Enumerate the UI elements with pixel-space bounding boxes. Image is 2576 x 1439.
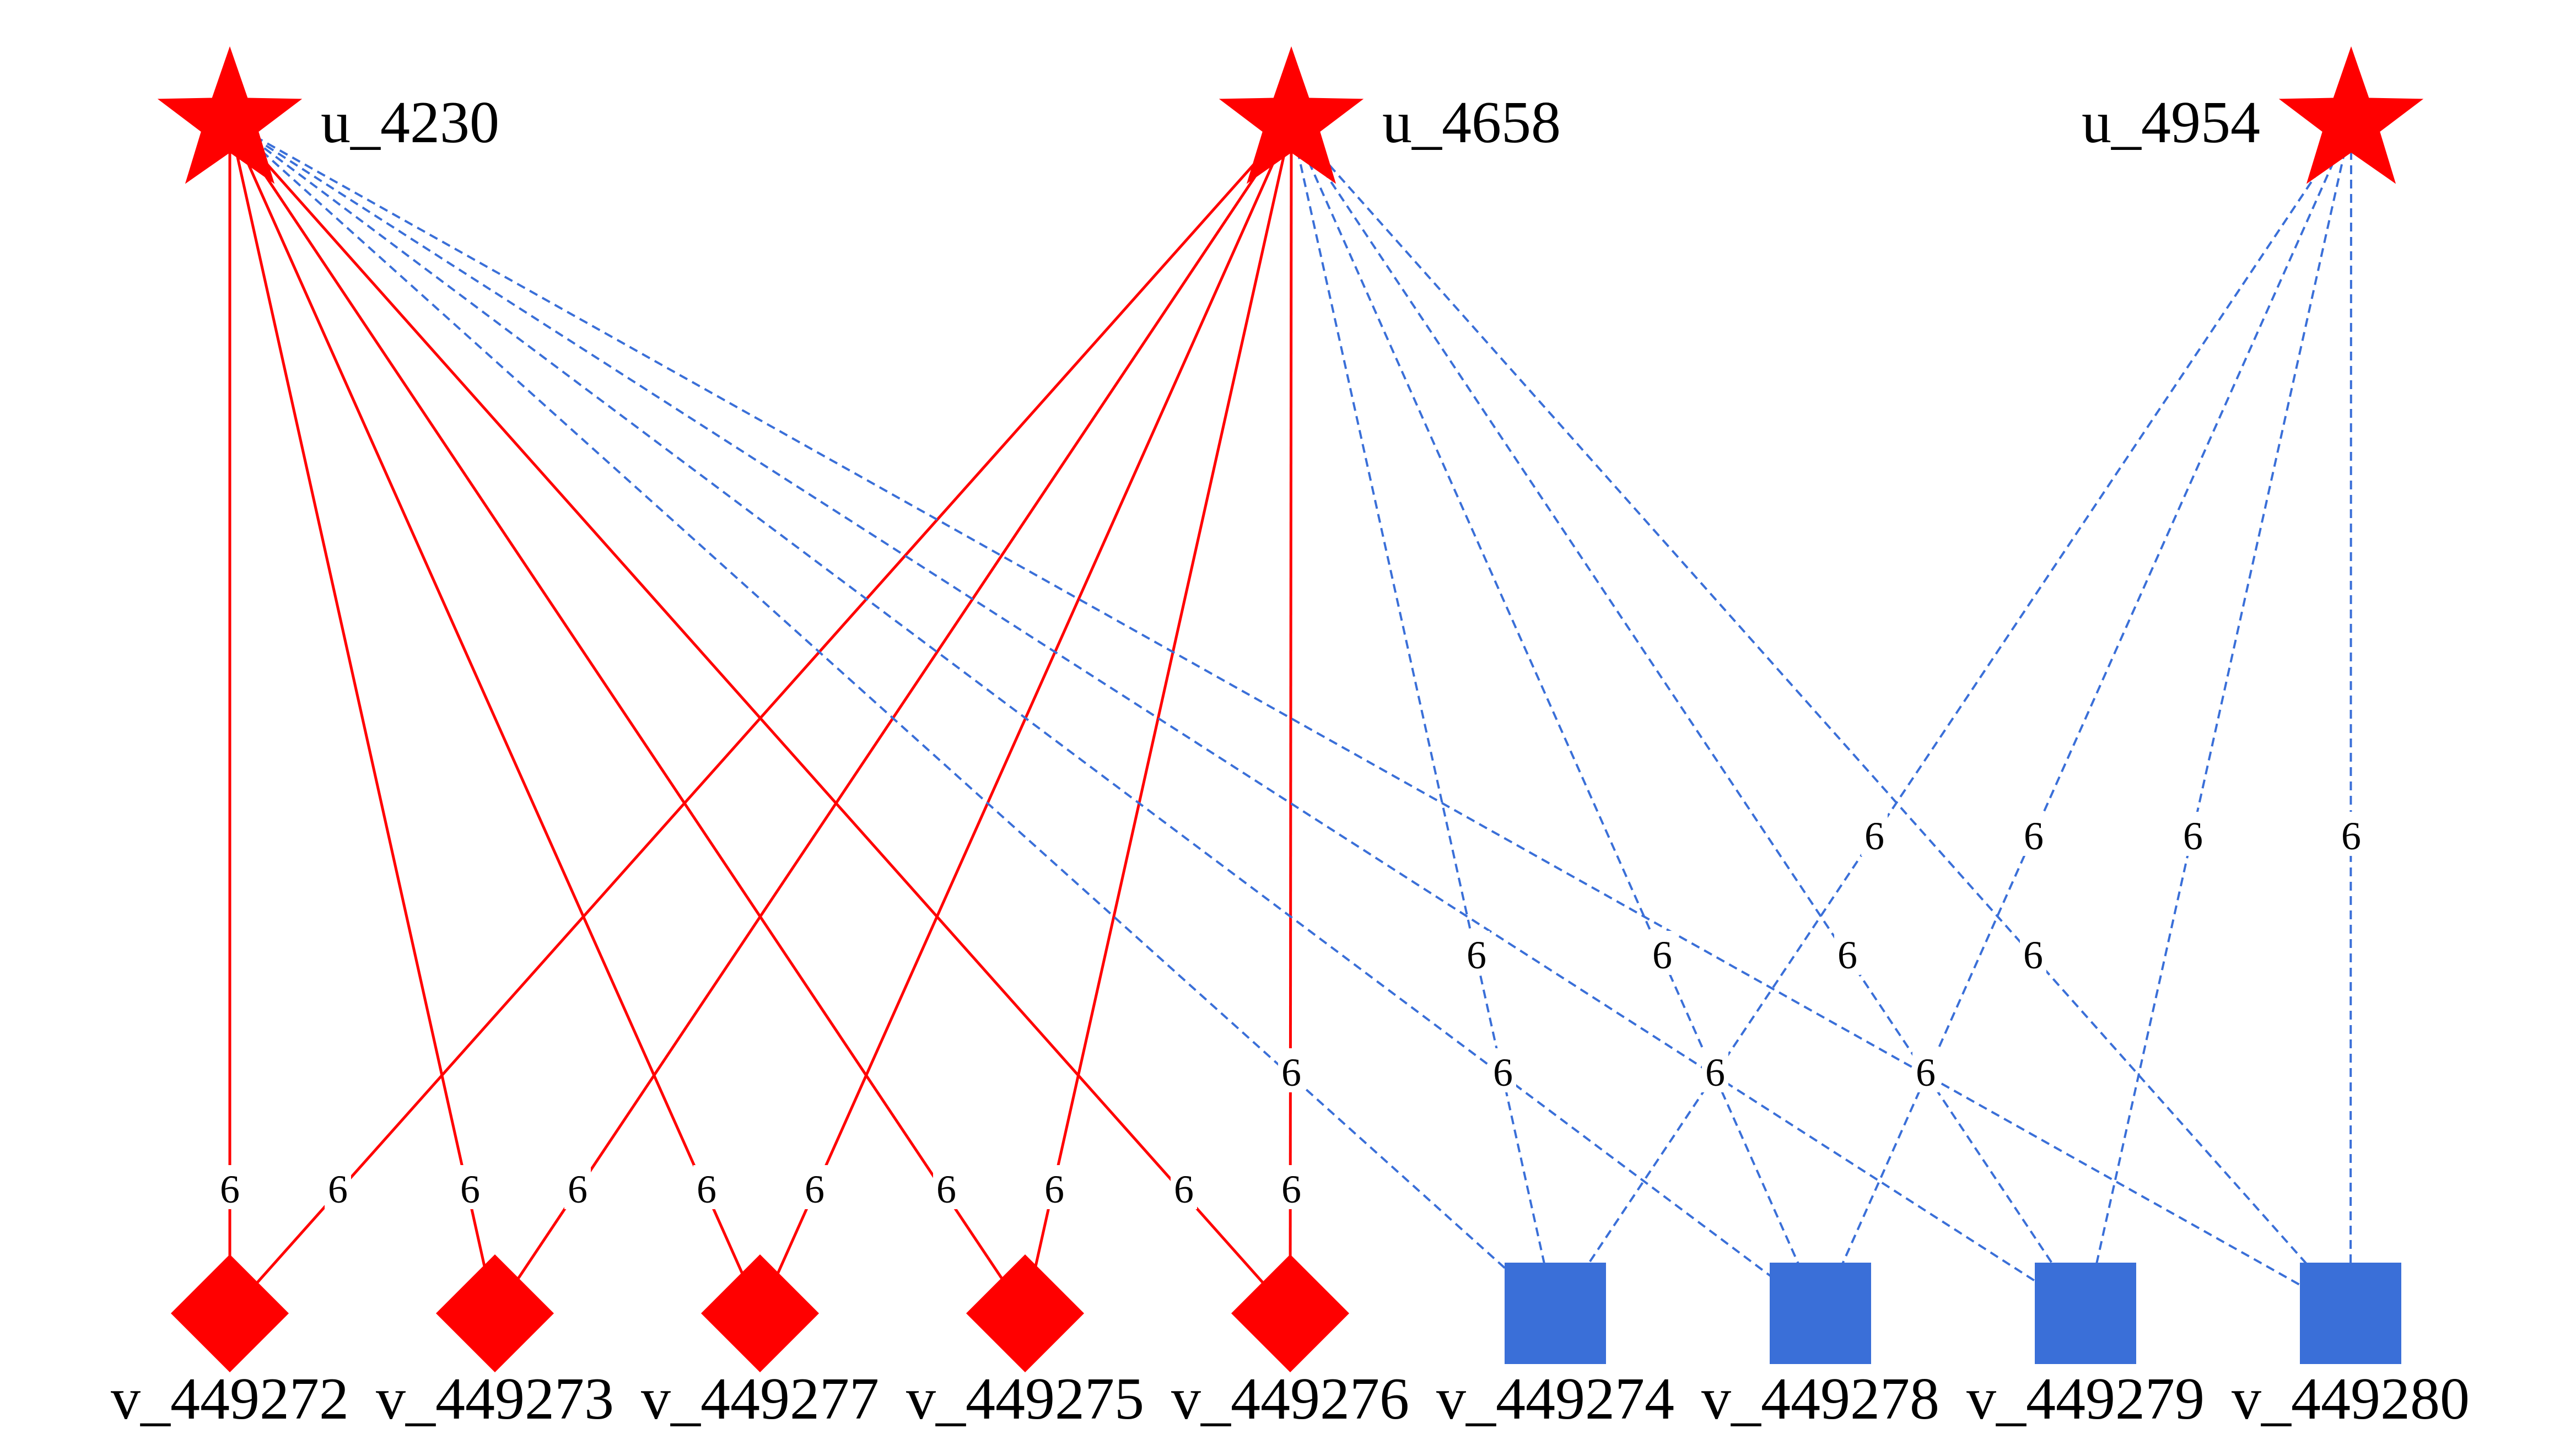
edge-u_4954-v_449278 <box>1819 122 2352 1314</box>
edge-weight-label: 6 <box>2341 814 2361 858</box>
edge-label-bg <box>1278 1048 1305 1092</box>
edge-u_4230-v_449273 <box>228 122 497 1314</box>
edge-u_4658-v_449275 <box>1023 122 1293 1314</box>
item-node-diamond-icon[interactable] <box>436 1254 554 1372</box>
edges-layer <box>228 121 2352 1314</box>
edge-u_4230-v_449280 <box>229 121 2351 1314</box>
user-node-star-icon[interactable] <box>157 46 303 184</box>
user-node-label: u_4230 <box>321 90 499 155</box>
edge-label-bg <box>1463 931 1490 975</box>
edge-label-bg <box>693 1165 720 1209</box>
edge-weight-label: 6 <box>1174 1167 1194 1211</box>
edge-label-bg <box>1649 931 1675 975</box>
item-node-label: v_449275 <box>906 1366 1144 1432</box>
edge-label-bg <box>1278 1165 1305 1209</box>
edge-u_4230-v_449274 <box>229 121 1556 1314</box>
edge-label-bg <box>933 1165 960 1209</box>
edge-label-bg <box>2180 812 2206 856</box>
edge-weight-label: 6 <box>1044 1167 1064 1211</box>
edge-u_4658-v_449276 <box>1289 122 1293 1314</box>
edge-weight-label: 6 <box>1281 1050 1301 1095</box>
edge-label-bg <box>1490 1048 1516 1092</box>
edge-weight-label: 6 <box>805 1167 824 1211</box>
edge-weight-label: 6 <box>697 1167 716 1211</box>
edge-weight-label: 6 <box>328 1167 348 1211</box>
edge-u_4658-v_449280 <box>1290 121 2352 1314</box>
user-node-star-icon[interactable] <box>1219 46 1364 184</box>
edge-weight-label: 6 <box>568 1167 588 1211</box>
item-node-label: v_449278 <box>1701 1366 1939 1432</box>
edge-weight-label: 6 <box>1281 1167 1301 1211</box>
edge-label-bg <box>1171 1165 1197 1209</box>
edge-labels-layer: 6 6 6 6 6 6 6 6 6 6 6 6 6 6 6 6 6 6 6 6 6 6 <box>217 812 2364 1211</box>
edge-label-bg <box>2020 931 2046 975</box>
edge-label-bg <box>2338 812 2364 856</box>
edge-weight-label: 6 <box>460 1167 480 1211</box>
edge-weight-label: 6 <box>2024 814 2044 858</box>
item-node-label: v_449277 <box>641 1366 879 1432</box>
edge-u_4954-v_449279 <box>2084 122 2352 1314</box>
edge-label-bg <box>217 1165 243 1209</box>
item-node-label: v_449272 <box>111 1366 349 1432</box>
edge-label-bg <box>1834 931 1861 975</box>
item-node-square-icon[interactable] <box>2300 1263 2401 1364</box>
nodes-layer: u_4230 u_4658 u_4954 v_449272 v_449273 v_4492… <box>111 46 2470 1432</box>
edge-weight-label: 6 <box>1467 933 1486 977</box>
edge-weight-label: 6 <box>936 1167 956 1211</box>
edge-weight-label: 6 <box>1493 1050 1513 1095</box>
edge-u_4230-v_449278 <box>229 121 1821 1314</box>
edge-u_4658-v_449279 <box>1290 121 2087 1314</box>
edge-weight-label: 6 <box>1837 933 1857 977</box>
edge-label-bg <box>1702 1048 1728 1092</box>
item-node-diamond-icon[interactable] <box>966 1254 1084 1372</box>
edge-label-bg <box>801 1165 828 1209</box>
item-node-label: v_449276 <box>1171 1366 1409 1432</box>
edge-weight-label: 6 <box>1652 933 1672 977</box>
edge-u_4658-v_449272 <box>229 121 1292 1314</box>
edge-label-bg <box>1912 1048 1939 1092</box>
item-node-square-icon[interactable] <box>2035 1263 2136 1364</box>
edge-u_4230-v_449275 <box>228 121 1027 1314</box>
item-node-diamond-icon[interactable] <box>701 1254 819 1372</box>
item-node-square-icon[interactable] <box>1770 1263 1871 1364</box>
edge-label-bg <box>325 1165 351 1209</box>
edge-label-bg <box>1861 812 1888 856</box>
user-node-label: u_4954 <box>2082 90 2260 155</box>
edge-label-bg <box>564 1165 591 1209</box>
edge-u_4658-v_449278 <box>1290 122 1821 1314</box>
item-node-label: v_449280 <box>2232 1366 2470 1432</box>
item-node-label: v_449274 <box>1436 1366 1674 1432</box>
edge-weight-label: 6 <box>2023 933 2043 977</box>
edge-weight-label: 6 <box>2183 814 2203 858</box>
user-node-star-icon[interactable] <box>2278 46 2424 184</box>
item-node-diamond-icon[interactable] <box>171 1254 289 1372</box>
edge-weight-label: 6 <box>1864 814 1884 858</box>
edge-weight-label: 6 <box>1916 1050 1936 1095</box>
item-node-label: v_449273 <box>376 1366 614 1432</box>
edge-weight-label: 6 <box>1705 1050 1725 1095</box>
edge-label-bg <box>1041 1165 1068 1209</box>
edge-label-bg <box>2020 812 2047 856</box>
item-node-diamond-icon[interactable] <box>1231 1254 1349 1372</box>
edge-u_4954-v_449274 <box>1554 121 2352 1314</box>
edge-u_4230-v_449279 <box>229 121 2087 1314</box>
edge-weight-label: 6 <box>220 1167 240 1211</box>
user-node-label: u_4658 <box>1382 90 1561 155</box>
item-node-label: v_449279 <box>1966 1366 2205 1432</box>
item-node-square-icon[interactable] <box>1505 1263 1606 1364</box>
edge-label-bg <box>457 1165 483 1209</box>
edge-u_4658-v_449274 <box>1290 122 1556 1314</box>
edge-u_4230-v_449277 <box>228 121 762 1314</box>
